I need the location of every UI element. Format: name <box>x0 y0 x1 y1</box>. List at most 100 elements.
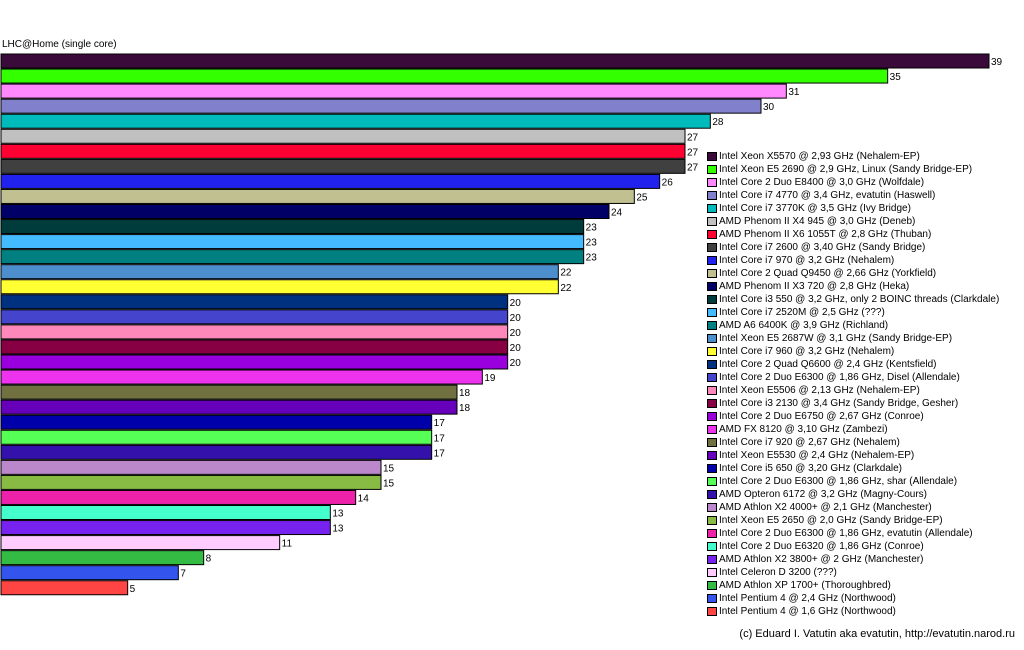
bar-value-label: 27 <box>687 162 699 173</box>
legend-swatch <box>707 438 717 447</box>
bar-value-label: 14 <box>358 493 370 504</box>
bar-value-label: 39 <box>991 57 1003 68</box>
legend-label: Intel Core i5 650 @ 3,20 GHz (Clarkdale) <box>719 463 903 474</box>
bar <box>0 294 509 310</box>
legend-label: Intel Core 2 Duo E6750 @ 2,67 GHz (Conro… <box>719 411 924 422</box>
legend-item: AMD Athlon XP 1700+ (Thoroughbred) <box>707 579 999 592</box>
bar <box>0 414 433 430</box>
bar <box>0 354 509 370</box>
bar <box>0 399 458 415</box>
bar <box>0 188 635 204</box>
legend-swatch <box>707 295 717 304</box>
bar <box>0 219 585 235</box>
legend-label: Intel Core 2 Duo E8400 @ 3,0 GHz (Wolfda… <box>719 177 925 188</box>
bar-value-label: 8 <box>206 554 212 565</box>
bar-value-label: 19 <box>484 373 496 384</box>
legend-swatch <box>707 308 717 317</box>
legend-swatch <box>707 178 717 187</box>
legend-item: Intel Core i7 2520M @ 2,5 GHz (???) <box>707 306 999 319</box>
legend-label: AMD Opteron 6172 @ 3,2 GHz (Magny-Cours) <box>719 489 928 500</box>
bar-value-label: 27 <box>687 147 699 158</box>
legend-item: Intel Core 2 Duo E8400 @ 3,0 GHz (Wolfda… <box>707 176 999 189</box>
legend-item: AMD Phenom II X6 1055T @ 2,8 GHz (Thuban… <box>707 228 999 241</box>
bar-value-label: 15 <box>383 463 395 474</box>
bar-value-label: 17 <box>434 448 446 459</box>
legend-swatch <box>707 282 717 291</box>
legend-label: Intel Core i7 920 @ 2,67 GHz (Nehalem) <box>719 437 900 448</box>
legend-swatch <box>707 477 717 486</box>
bar <box>0 580 129 596</box>
legend-label: Intel Core i7 2520M @ 2,5 GHz (???) <box>719 307 885 318</box>
bar <box>0 429 433 445</box>
bar <box>0 128 686 144</box>
legend-label: Intel Core i3 2130 @ 3,4 GHz (Sandy Brid… <box>719 398 959 409</box>
bar-value-label: 11 <box>282 539 293 550</box>
legend-swatch <box>707 360 717 369</box>
bar <box>0 249 585 265</box>
legend-label: Intel Core 2 Duo E6300 @ 1,86 GHz, evatu… <box>719 528 973 539</box>
bar-value-label: 18 <box>459 403 471 414</box>
bar <box>0 53 990 69</box>
bar-value-label: 5 <box>130 584 136 595</box>
bar-value-label: 20 <box>510 298 522 309</box>
legend-label: Intel Celeron D 3200 (???) <box>719 567 837 578</box>
legend-item: Intel Core i5 650 @ 3,20 GHz (Clarkdale) <box>707 462 999 475</box>
bar <box>0 158 686 174</box>
legend-label: Intel Core i7 4770 @ 3,4 GHz, evatutin (… <box>719 190 936 201</box>
legend-item: AMD Phenom II X4 945 @ 3,0 GHz (Deneb) <box>707 215 999 228</box>
legend-label: Intel Xeon E5 2650 @ 2,0 GHz (Sandy Brid… <box>719 515 943 526</box>
legend-label: Intel Pentium 4 @ 2,4 GHz (Northwood) <box>719 593 896 604</box>
bar-value-label: 20 <box>510 313 522 324</box>
bar <box>0 339 509 355</box>
legend-swatch <box>707 373 717 382</box>
legend-swatch <box>707 334 717 343</box>
legend-item: Intel Xeon E5 2650 @ 2,0 GHz (Sandy Brid… <box>707 514 999 527</box>
bar <box>0 83 787 99</box>
legend-item: AMD A6 6400K @ 3,9 GHz (Richland) <box>707 319 999 332</box>
legend-swatch <box>707 490 717 499</box>
legend-swatch <box>707 412 717 421</box>
bar-value-label: 26 <box>662 177 674 188</box>
chart-title: LHC@Home (single core) <box>2 39 117 50</box>
bar <box>0 384 458 400</box>
bar-value-label: 13 <box>332 509 344 520</box>
legend-label: Intel Core 2 Duo E6300 @ 1,86 GHz, Disel… <box>719 372 960 383</box>
bar-value-label: 23 <box>586 238 598 249</box>
legend-label: Intel Core i3 550 @ 3,2 GHz, only 2 BOIN… <box>719 294 1000 305</box>
legend-swatch <box>707 555 717 564</box>
legend-swatch <box>707 152 717 161</box>
bar-value-label: 23 <box>586 253 598 264</box>
bar <box>0 204 610 219</box>
legend-item: Intel Xeon E5506 @ 2,13 GHz (Nehalem-EP) <box>707 384 999 397</box>
bar <box>0 68 889 84</box>
bar-value-label: 35 <box>890 72 902 83</box>
bar <box>0 309 509 325</box>
legend-swatch <box>707 386 717 395</box>
bar-value-label: 30 <box>763 102 775 113</box>
bar-value-label: 27 <box>687 132 699 143</box>
legend-item: Intel Core i7 4770 @ 3,4 GHz, evatutin (… <box>707 189 999 202</box>
legend-label: Intel Core 2 Quad Q9450 @ 2,66 GHz (York… <box>719 268 937 279</box>
legend-swatch <box>707 204 717 213</box>
bar <box>0 459 382 475</box>
legend-swatch <box>707 503 717 512</box>
legend-item: Intel Core 2 Duo E6300 @ 1,86 GHz, evatu… <box>707 527 999 540</box>
legend-label: Intel Xeon E5530 @ 2,4 GHz (Nehalem-EP) <box>719 450 915 461</box>
legend-item: AMD Opteron 6172 @ 3,2 GHz (Magny-Cours) <box>707 488 999 501</box>
legend-item: Intel Celeron D 3200 (???) <box>707 566 999 579</box>
bar-value-label: 18 <box>459 388 471 399</box>
bar <box>0 489 357 505</box>
bar-value-label: 15 <box>383 478 395 489</box>
legend-label: Intel Core 2 Quad Q6600 @ 2,4 GHz (Kents… <box>719 359 937 370</box>
legend-item: AMD Athlon X2 4000+ @ 2,1 GHz (Mancheste… <box>707 501 999 514</box>
legend-item: Intel Pentium 4 @ 1,6 GHz (Northwood) <box>707 605 999 618</box>
legend-label: Intel Pentium 4 @ 1,6 GHz (Northwood) <box>719 606 896 617</box>
legend-swatch <box>707 269 717 278</box>
legend-label: AMD Athlon X2 4000+ @ 2,1 GHz (Mancheste… <box>719 502 932 513</box>
legend-swatch <box>707 217 717 226</box>
legend-item: Intel Core 2 Quad Q9450 @ 2,66 GHz (York… <box>707 267 999 280</box>
legend-label: AMD FX 8120 @ 3,10 GHz (Zambezi) <box>719 424 888 435</box>
legend-label: Intel Core 2 Duo E6320 @ 1,86 GHz (Conro… <box>719 541 924 552</box>
legend-item: Intel Core 2 Duo E6750 @ 2,67 GHz (Conro… <box>707 410 999 423</box>
